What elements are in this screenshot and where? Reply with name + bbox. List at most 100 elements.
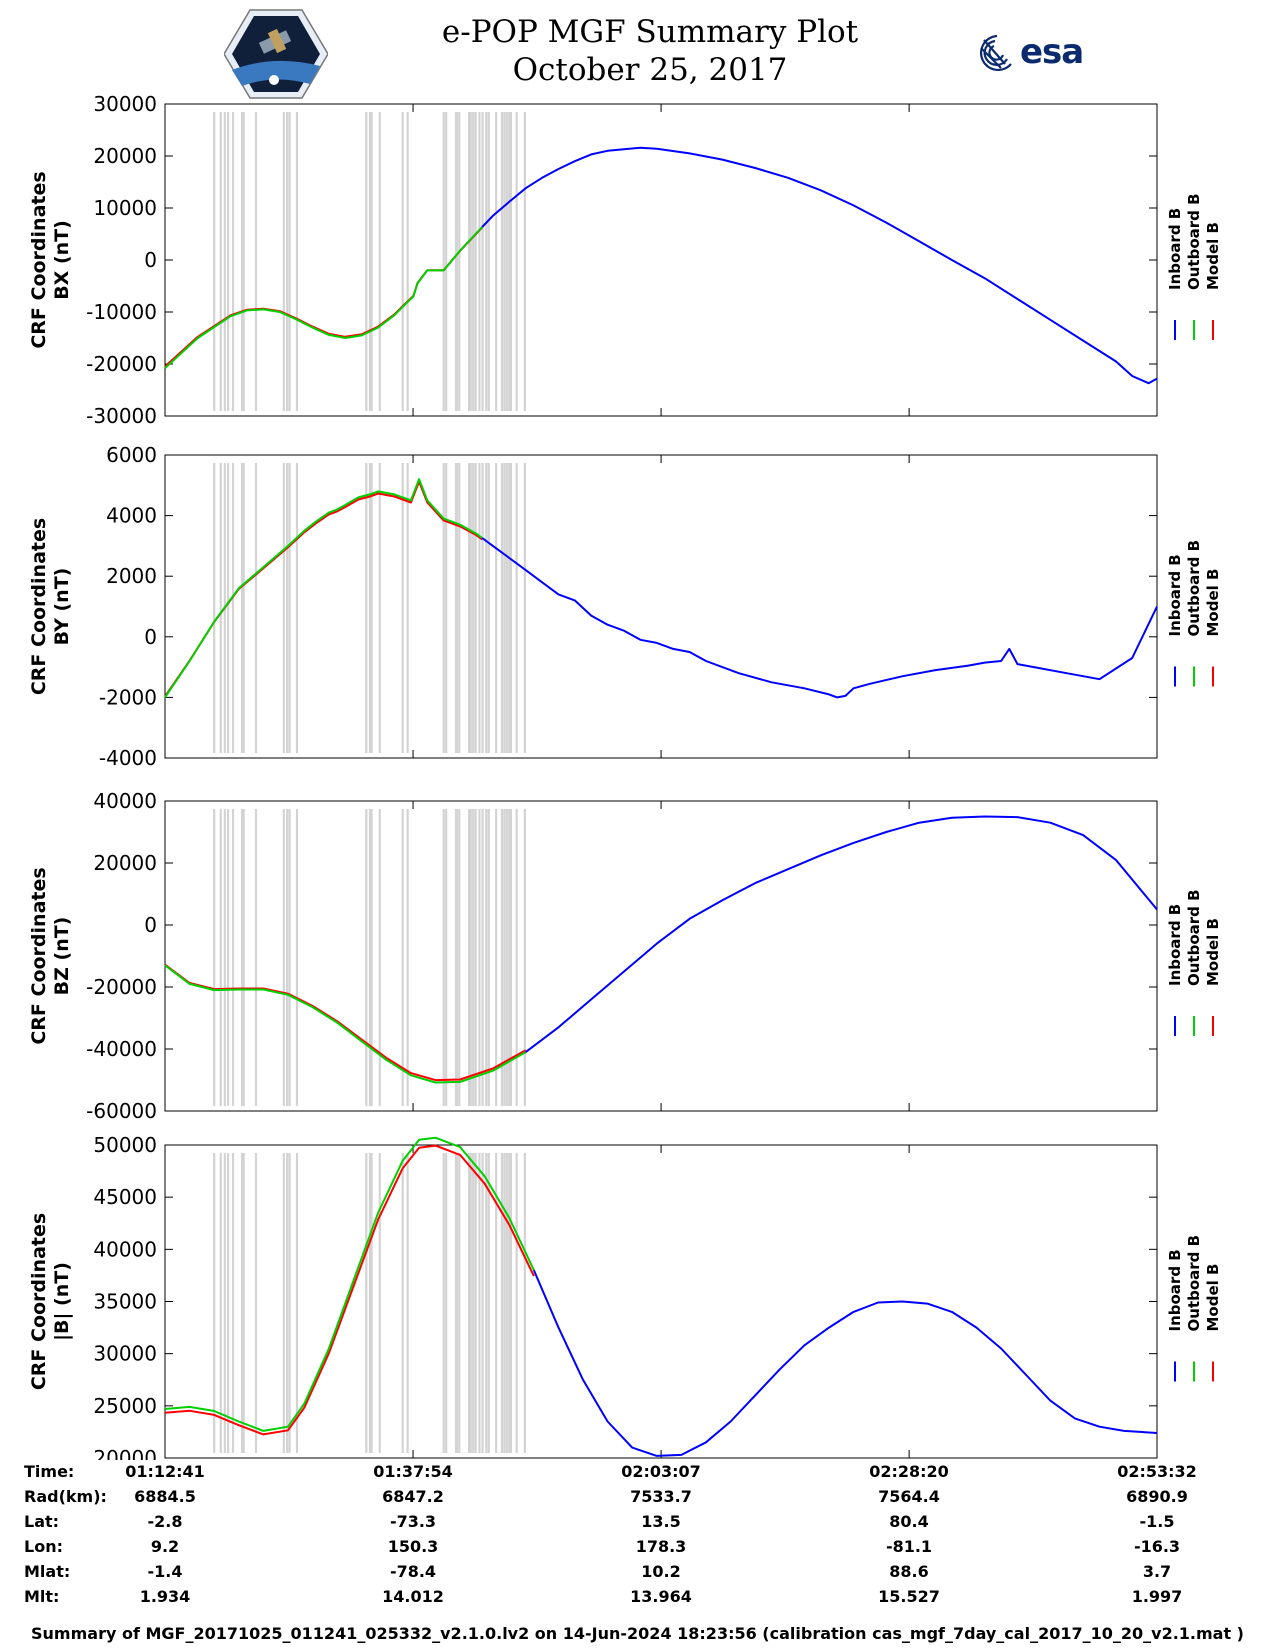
plot-date: October 25, 2017 — [512, 52, 788, 88]
orbit-row-label: Rad(km): — [24, 1487, 107, 1506]
orbit-value: 14.012 — [382, 1587, 444, 1606]
y-tick-label: 30000 — [93, 1342, 157, 1366]
orbit-row-label: Lat: — [24, 1512, 60, 1531]
y-tick-label: 20000 — [93, 144, 157, 168]
y-axis-label: CRF Coordinates — [28, 867, 50, 1044]
y-tick-label: 0 — [144, 248, 157, 272]
y-tick-label: 0 — [144, 625, 157, 649]
y-tick-label: 50000 — [93, 1133, 157, 1157]
legend-entry: Inboard B — [1166, 1249, 1184, 1331]
y-tick-label: 30000 — [93, 92, 157, 116]
y-tick-label: 35000 — [93, 1290, 157, 1314]
orbit-value: 1.934 — [139, 1587, 191, 1606]
plot-header: e-POP MGF Summary Plot October 25, 2017 … — [0, 0, 1275, 100]
legend-entry: Outboard B — [1185, 889, 1203, 986]
y-tick-label: 40000 — [93, 1237, 157, 1261]
esa-logo — [980, 34, 1012, 72]
time-tick-label: 01:37:54 — [373, 1462, 453, 1481]
orbit-value: 10.2 — [641, 1562, 681, 1581]
orbit-row-label: Mlt: — [24, 1587, 60, 1606]
outboard-series-line — [164, 478, 483, 698]
y-tick-label: -20000 — [86, 975, 157, 999]
plot-frame — [164, 454, 1158, 759]
orbit-value: 6884.5 — [134, 1487, 196, 1506]
time-tick-label: 02:53:32 — [1117, 1462, 1197, 1481]
y-axis-label: BZ (nT) — [51, 917, 73, 996]
orbit-value: 7533.7 — [630, 1487, 692, 1506]
orbit-value: -1.5 — [1139, 1512, 1175, 1531]
legend-entry: Outboard B — [1185, 1235, 1203, 1332]
legend-entry: Model B — [1204, 222, 1222, 290]
orbit-value: -16.3 — [1133, 1537, 1181, 1556]
y-tick-label: -2000 — [99, 685, 157, 709]
orbit-value: 88.6 — [889, 1562, 929, 1581]
legend-entry: Inboard B — [1166, 208, 1184, 290]
y-tick-label: 6000 — [106, 443, 157, 467]
orbit-row-label: Mlat: — [24, 1562, 71, 1581]
orbit-value: 3.7 — [1142, 1562, 1172, 1581]
outboard-series-line — [164, 226, 483, 369]
y-tick-label: -30000 — [86, 404, 157, 428]
legend-entry: Inboard B — [1166, 904, 1184, 986]
y-tick-label: 0 — [144, 913, 157, 937]
y-tick-label: -60000 — [86, 1099, 157, 1123]
legend-entry: Model B — [1204, 1264, 1222, 1332]
y-tick-label: -20000 — [86, 352, 157, 376]
orbit-value: 13.964 — [630, 1587, 692, 1606]
plot-title: e-POP MGF Summary Plot — [441, 14, 859, 50]
orbit-row-label: Time: — [24, 1462, 75, 1481]
orbit-value: 150.3 — [387, 1537, 439, 1556]
y-tick-label: 10000 — [93, 196, 157, 220]
y-axis-label: BX (nT) — [51, 220, 73, 300]
orbit-value: -78.4 — [389, 1562, 437, 1581]
orbit-value: 178.3 — [635, 1537, 687, 1556]
cassiope-mission-logo — [224, 9, 328, 99]
orbit-value: 1.997 — [1131, 1587, 1183, 1606]
model-series-line — [164, 226, 483, 368]
orbit-value: 7564.4 — [878, 1487, 940, 1506]
orbit-info-table: Time: 01:12:41 01:37:54 02:03:07 02:28:20 02:… — [0, 1462, 1275, 1612]
time-tick-label: 02:03:07 — [621, 1462, 701, 1481]
y-tick-label: 20000 — [93, 1446, 157, 1460]
esa-logo-text: esa — [1020, 32, 1084, 72]
legend-entry: Outboard B — [1185, 540, 1203, 637]
inboard-series-line — [481, 146, 1158, 385]
inboard-series-line — [525, 815, 1158, 1053]
y-tick-label: 45000 — [93, 1185, 157, 1209]
y-axis-label: CRF Coordinates — [28, 518, 50, 695]
time-tick-label: 02:28:20 — [869, 1462, 949, 1481]
y-tick-label: 4000 — [106, 504, 157, 528]
plot-frame — [164, 800, 1158, 1112]
plot-frame — [164, 1144, 1158, 1459]
legend-entry: Model B — [1204, 918, 1222, 986]
inboard-series-line — [532, 1269, 1158, 1457]
y-tick-label: 25000 — [93, 1394, 157, 1418]
outboard-series-line — [164, 964, 527, 1084]
y-tick-label: -40000 — [86, 1037, 157, 1061]
inboard-series-line — [481, 537, 1158, 699]
orbit-value: 6847.2 — [382, 1487, 444, 1506]
summary-footnote: Summary of MGF_20171025_011241_025332_v2… — [31, 1624, 1244, 1643]
plot-frame — [164, 103, 1158, 417]
legend-entry: Outboard B — [1185, 193, 1203, 290]
y-tick-label: -4000 — [99, 746, 157, 770]
legend-entry: Inboard B — [1166, 554, 1184, 636]
model-series-line — [164, 1144, 535, 1436]
y-axis-label: |B| (nT) — [51, 1262, 73, 1341]
y-axis-label: BY (nT) — [51, 568, 73, 646]
orbit-value: 15.527 — [878, 1587, 940, 1606]
orbit-value: -73.3 — [389, 1512, 437, 1531]
orbit-value: 13.5 — [641, 1512, 681, 1531]
orbit-row-label: Lon: — [24, 1537, 63, 1556]
orbit-value: 80.4 — [889, 1512, 929, 1531]
orbit-value: 9.2 — [150, 1537, 180, 1556]
y-axis-label: CRF Coordinates — [28, 171, 50, 348]
y-tick-label: 20000 — [93, 851, 157, 875]
orbit-value: 6890.9 — [1126, 1487, 1188, 1506]
time-tick-label: 01:12:41 — [125, 1462, 205, 1481]
y-tick-label: 40000 — [93, 789, 157, 813]
y-tick-label: 2000 — [106, 564, 157, 588]
legend-entry: Model B — [1204, 569, 1222, 637]
y-axis-label: CRF Coordinates — [28, 1213, 50, 1390]
